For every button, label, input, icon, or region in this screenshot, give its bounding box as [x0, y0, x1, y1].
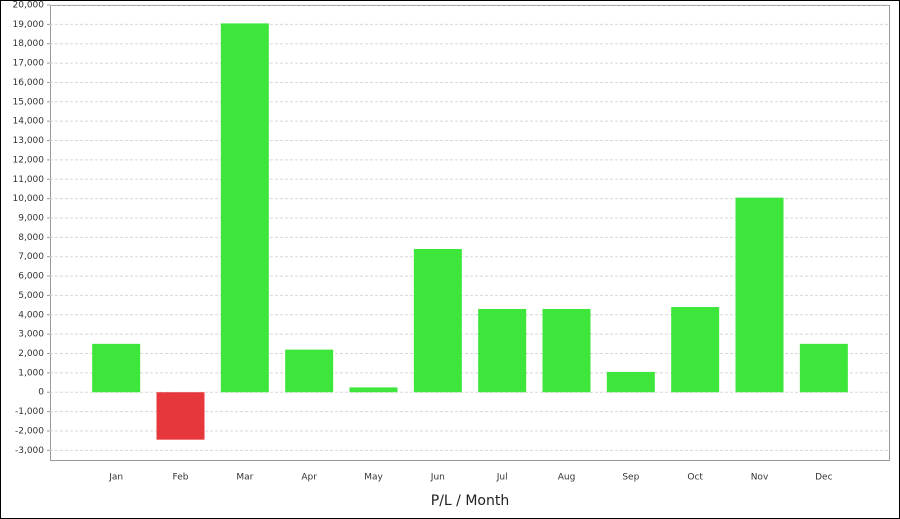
bar	[542, 308, 591, 393]
y-tick-label: 0	[38, 388, 44, 398]
bar	[799, 343, 848, 393]
y-tick-label: 10,000	[13, 194, 45, 204]
y-tick-label: 3,000	[18, 330, 44, 340]
y-tick-label: 4,000	[18, 310, 44, 320]
x-tick-label: Oct	[687, 473, 703, 483]
x-axis-title: P/L / Month	[431, 493, 509, 509]
bar	[478, 308, 527, 393]
y-tick-label: -1,000	[15, 407, 44, 417]
y-tick-label: 16,000	[13, 78, 45, 88]
y-tick-label: 9,000	[18, 213, 44, 223]
bar	[220, 23, 269, 393]
x-tick-label: Aug	[558, 473, 576, 483]
y-tick-label: 18,000	[13, 39, 45, 49]
x-tick-label: Apr	[301, 473, 317, 483]
y-tick-label: 1,000	[18, 368, 44, 378]
x-tick-label: Jul	[496, 473, 508, 483]
bar	[606, 371, 655, 393]
x-tick-label: Sep	[622, 473, 639, 483]
bar	[156, 392, 205, 440]
y-tick-label: 19,000	[13, 20, 45, 30]
y-tick-label: 13,000	[13, 136, 45, 146]
y-tick-label: 20,000	[13, 1, 45, 11]
y-tick-label: 15,000	[13, 97, 45, 107]
y-tick-label: 5,000	[18, 291, 44, 301]
x-tick-label: Jan	[108, 473, 123, 483]
y-tick-label: 14,000	[13, 117, 45, 127]
x-tick-label: Nov	[751, 473, 769, 483]
y-tick-label: 17,000	[13, 59, 45, 69]
x-tick-label: Mar	[236, 473, 253, 483]
x-tick-label: Dec	[815, 473, 832, 483]
y-tick-label: 7,000	[18, 252, 44, 262]
y-tick-label: 6,000	[18, 272, 44, 282]
y-tick-label: 12,000	[13, 155, 45, 165]
y-tick-label: 8,000	[18, 233, 44, 243]
bar	[671, 307, 720, 393]
y-tick-label: -2,000	[15, 426, 44, 436]
x-tick-label: Jun	[430, 473, 445, 483]
y-tick-label: 2,000	[18, 349, 44, 359]
x-tick-label: Feb	[173, 473, 189, 483]
bar	[349, 387, 398, 393]
bar	[413, 248, 462, 393]
y-tick-label: -3,000	[15, 446, 44, 456]
y-tick-label: 11,000	[13, 175, 45, 185]
x-tick-label: May	[364, 473, 383, 483]
bar	[735, 197, 784, 393]
bar	[92, 343, 141, 393]
bar	[285, 349, 334, 393]
